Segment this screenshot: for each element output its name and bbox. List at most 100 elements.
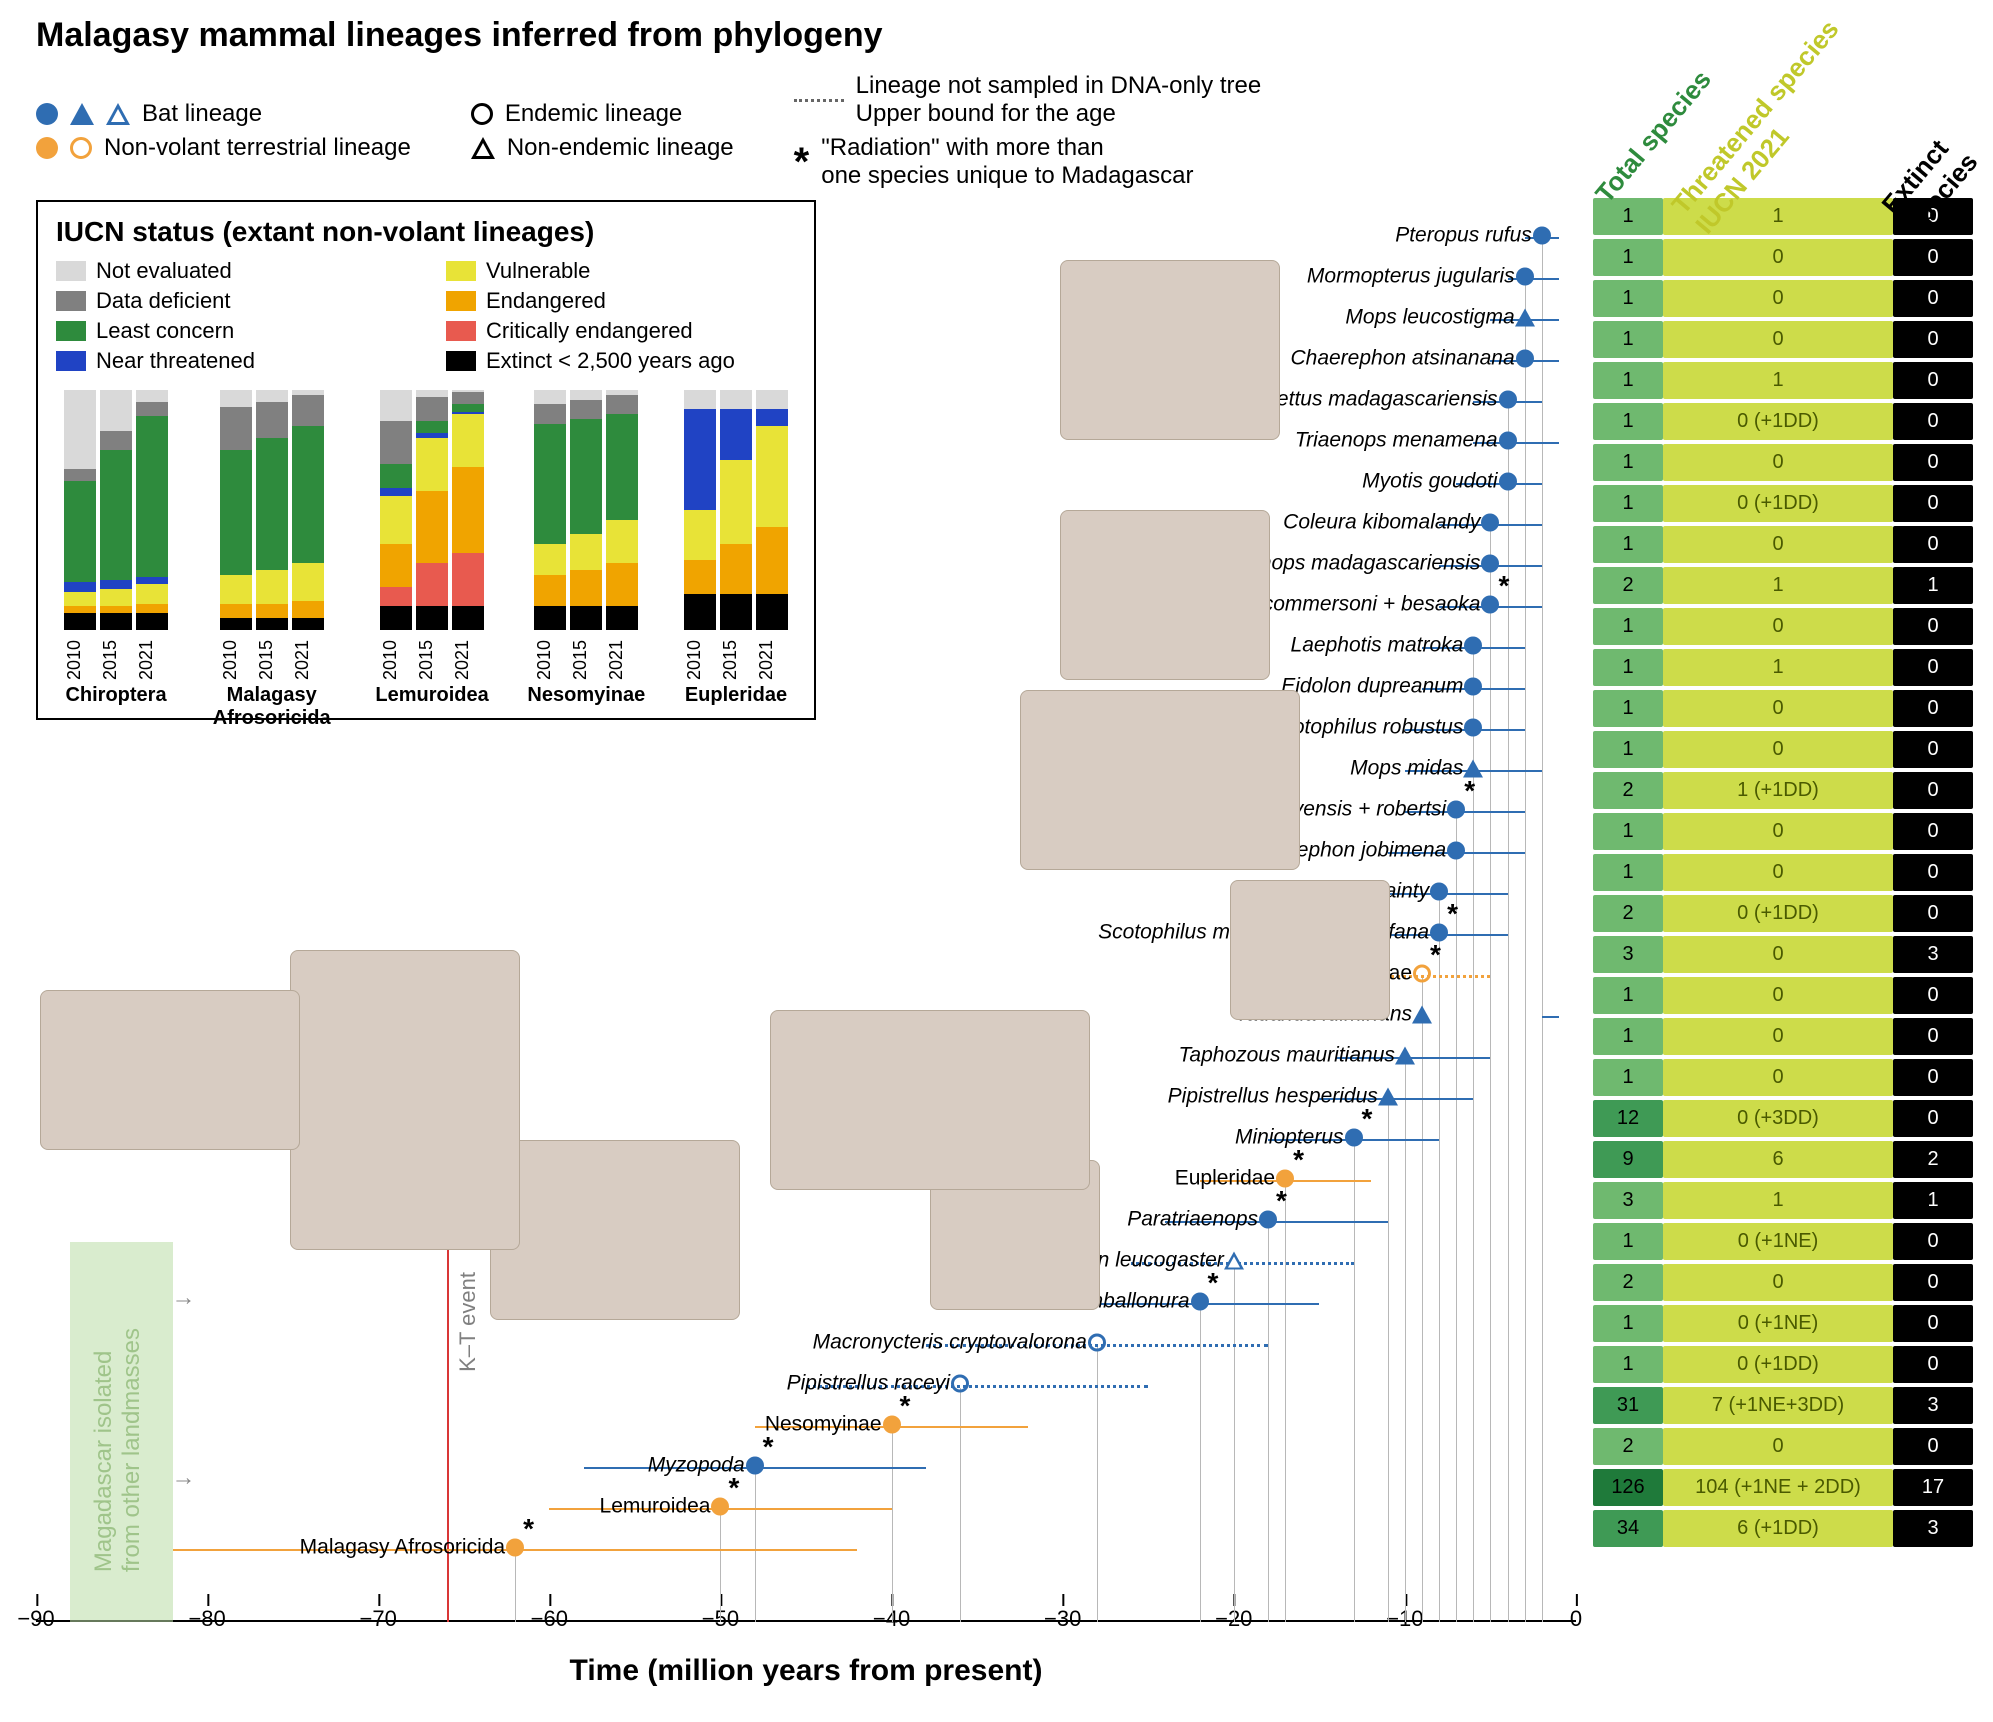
cell-extinct: 0 (1893, 1346, 1973, 1383)
cell-extinct: 0 (1893, 1305, 1973, 1342)
legend-bat-label: Bat lineage (142, 100, 262, 128)
iucn-segment (570, 390, 602, 400)
cell-threatened: 6 (1663, 1141, 1893, 1178)
cell-threatened: 0 (+1NE) (1663, 1223, 1893, 1260)
radiation-star: * (1464, 775, 1475, 807)
lineage-row: Eidolon dupreanum (1473, 689, 1576, 691)
cell-threatened: 0 (1663, 977, 1893, 1014)
iucn-segment (220, 407, 252, 450)
iucn-legend-item: Vulnerable (446, 258, 796, 284)
lineage-row: Taphozous mauritianus (1405, 1058, 1576, 1060)
cell-total: 1 (1593, 1305, 1663, 1342)
x-tick: −80 (188, 1606, 225, 1632)
lineage-dropline (1405, 1060, 1406, 1622)
cell-threatened: 0 (+1DD) (1663, 403, 1893, 440)
table-row: 1 0 (+1DD) 0 (1593, 403, 1973, 440)
x-tick: −70 (360, 1606, 397, 1632)
iucn-group-name: Nesomyinae (527, 684, 645, 707)
lineage-row: Lemuroidea* (720, 1509, 1576, 1511)
iucn-year-label: 2015 (416, 640, 448, 680)
iucn-segment (380, 587, 412, 606)
iucn-legend: Not evaluatedVulnerableData deficientEnd… (56, 258, 796, 374)
legend-nonvolant: Non-volant terrestrial lineage (36, 134, 411, 162)
arrow-icon: → (172, 1464, 196, 1492)
lineage-label: Coleura kibomalandy (1283, 511, 1490, 535)
cell-extinct: 0 (1893, 854, 1973, 891)
cell-total: 1 (1593, 977, 1663, 1014)
iucn-year-label: 2010 (380, 640, 412, 680)
lineage-row: Scotophilus marovaza + tandrefana* (1439, 935, 1576, 937)
radiation-star: * (1447, 898, 1458, 930)
iucn-legend-item: Near threatened (56, 348, 406, 374)
cell-threatened: 7 (+1NE+3DD) (1663, 1387, 1893, 1424)
iucn-segment (136, 402, 168, 416)
iucn-year-label: 2021 (292, 640, 324, 680)
cell-extinct: 0 (1893, 1018, 1973, 1055)
lineage-dropline (1268, 1224, 1269, 1622)
species-table: Total species Threatened species IUCN 20… (1593, 198, 1973, 1551)
iucn-bar (256, 390, 288, 630)
lineage-row: Triaenops menamena (1508, 443, 1576, 445)
lineage-label: Myotis goudoti (1362, 470, 1507, 494)
iucn-legend-item: Extinct < 2,500 years ago (446, 348, 796, 374)
cell-extinct: 0 (1893, 1264, 1973, 1301)
lineage-row: Laephotis matroka (1473, 648, 1576, 650)
iucn-segment (100, 450, 132, 580)
lemur-image (290, 950, 520, 1250)
iucn-group-name: Lemuroidea (375, 684, 488, 707)
iucn-segment (64, 390, 96, 469)
cell-threatened: 1 (1663, 567, 1893, 604)
x-tick: −90 (17, 1606, 54, 1632)
iucn-segment (452, 467, 484, 553)
table-row: 1 0 0 (1593, 280, 1973, 317)
cell-total: 1 (1593, 690, 1663, 727)
lineage-dropline (1525, 363, 1526, 1622)
iucn-segment (100, 613, 132, 630)
lineage-dropline (515, 1552, 516, 1622)
iucn-segment (256, 570, 288, 604)
lineage-label: Macronycteris cryptovalorona (813, 1331, 1097, 1355)
lineage-row: Chaerephon atsinanana (1525, 361, 1576, 363)
iucn-segment (720, 390, 752, 409)
iucn-segment (64, 481, 96, 582)
arrow-icon: → (172, 1284, 196, 1312)
cell-extinct: 0 (1893, 444, 1973, 481)
lineage-dropline (720, 1511, 721, 1622)
iucn-segment (534, 424, 566, 544)
iucn-year-label: 2010 (64, 640, 96, 680)
iucn-group-name: Malagasy Afrosoricida (207, 684, 337, 730)
table-row: 2 0 0 (1593, 1428, 1973, 1465)
iucn-segment (416, 606, 448, 630)
cell-total: 3 (1593, 936, 1663, 973)
cell-threatened: 0 (1663, 936, 1893, 973)
iucn-segment (570, 606, 602, 630)
iucn-segment (720, 460, 752, 544)
lineage-dropline (1422, 1019, 1423, 1622)
cell-threatened: 0 (1663, 1059, 1893, 1096)
cell-total: 1 (1593, 526, 1663, 563)
iucn-year-label: 2015 (570, 640, 602, 680)
cell-threatened: 0 (+1DD) (1663, 1346, 1893, 1383)
iucn-segment (64, 592, 96, 606)
lineage-row: Paremballonura* (1200, 1304, 1576, 1306)
iucn-bar (756, 390, 788, 630)
bat-head-2-image (1060, 510, 1270, 680)
table-row: 1 0 0 (1593, 526, 1973, 563)
iucn-group: 201020152021Lemuroidea (375, 390, 488, 690)
iucn-bar (452, 390, 484, 630)
lineage-ci (1542, 1016, 1559, 1018)
lineage-row: Laephotis malagasyensis + robertsi* (1456, 812, 1576, 814)
iucn-bar (684, 390, 716, 630)
iucn-segment (534, 390, 566, 404)
legend-nonvolant-label: Non-volant terrestrial lineage (104, 134, 411, 162)
cell-extinct: 1 (1893, 1182, 1973, 1219)
lineage-row: Macronycteris cryptovalorona (1097, 1345, 1576, 1347)
iucn-year-label: 2015 (720, 640, 752, 680)
iucn-segment (756, 409, 788, 426)
iucn-year-label: 2010 (534, 640, 566, 680)
cell-extinct: 0 (1893, 1223, 1973, 1260)
lineage-dropline (1490, 609, 1491, 1622)
lineage-dropline (892, 1429, 893, 1622)
table-row: 2 1 (+1DD) 0 (1593, 772, 1973, 809)
table-row: 126 104 (+1NE + 2DD) 17 (1593, 1469, 1973, 1506)
